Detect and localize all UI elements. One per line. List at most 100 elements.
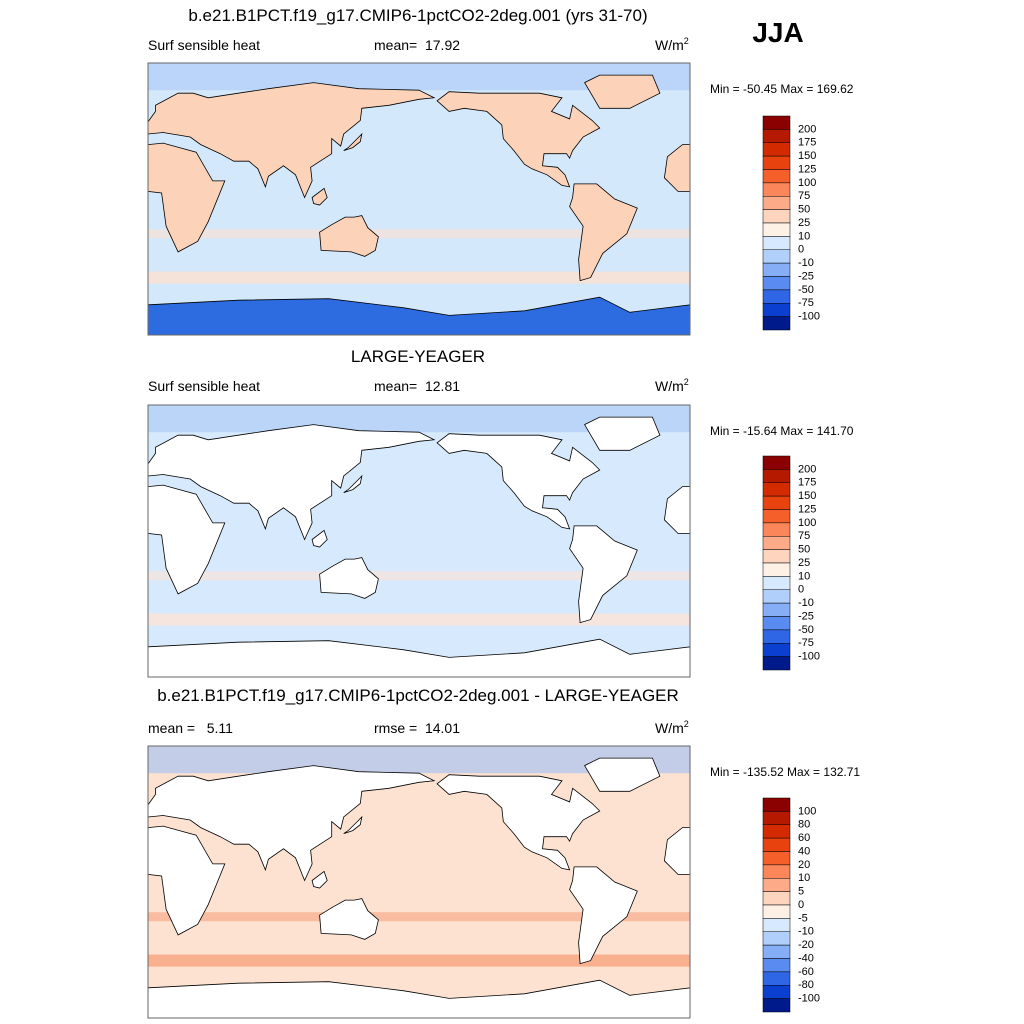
colorbar-box <box>762 851 791 866</box>
land-eurasia <box>147 765 436 882</box>
land-namerica <box>436 91 601 188</box>
colorbar-label: 75 <box>798 530 810 542</box>
colorbar-label: -25 <box>798 270 814 282</box>
colorbar-label: -75 <box>798 297 814 309</box>
land-borneo <box>311 529 328 548</box>
colorbar-label: 175 <box>798 137 816 149</box>
min-max-label: Min = -135.52 Max = 132.71 <box>710 765 860 779</box>
units-label: W/m2 <box>655 377 689 394</box>
ocean-band <box>148 571 690 581</box>
colorbar-label: -10 <box>798 597 814 609</box>
land-borneo <box>311 870 328 889</box>
ocean-band <box>148 613 690 626</box>
colorbar-label: 100 <box>798 805 816 817</box>
colorbar-label: 50 <box>798 544 810 556</box>
colorbar-label: 10 <box>798 872 810 884</box>
colorbar-box <box>762 289 791 304</box>
panel-title: LARGE-YEAGER <box>351 347 485 366</box>
colorbar-box <box>762 837 791 852</box>
colorbar-box <box>762 236 791 250</box>
colorbar-box <box>762 971 791 986</box>
colorbar-box <box>762 643 791 657</box>
colorbar-label: -80 <box>798 979 814 991</box>
colorbar-box <box>762 249 791 264</box>
ocean-band <box>148 912 690 922</box>
colorbar-box <box>762 316 791 331</box>
colorbar-label: 0 <box>798 244 804 256</box>
colorbar-box <box>762 891 791 906</box>
colorbar-box <box>762 262 791 277</box>
colorbar-box <box>762 182 791 197</box>
map-panel <box>147 62 691 336</box>
colorbar-box <box>762 944 791 959</box>
panel-title: b.e21.B1PCT.f19_g17.CMIP6-1pctCO2-2deg.0… <box>157 686 679 705</box>
map-frame <box>147 404 691 678</box>
colorbar-label: 40 <box>798 845 810 857</box>
panel-title: b.e21.B1PCT.f19_g17.CMIP6-1pctCO2-2deg.0… <box>188 6 647 25</box>
colorbar-box <box>762 811 791 825</box>
colorbar-label: 200 <box>798 463 816 475</box>
land-eurasia <box>147 424 436 541</box>
colorbar-box <box>762 878 791 892</box>
panel-left-label: mean = 5.11 <box>148 720 233 736</box>
colorbar-box <box>762 904 791 919</box>
colorbar-box <box>762 169 791 184</box>
colorbar-label: 100 <box>798 177 816 189</box>
colorbar-label: 50 <box>798 204 810 216</box>
colorbar-box <box>762 522 791 537</box>
colorbar-box <box>762 142 791 157</box>
colorbar-label: 25 <box>798 557 810 569</box>
colorbar-label: -100 <box>798 651 820 663</box>
colorbar-box <box>762 455 791 470</box>
colorbar-label: -40 <box>798 952 814 964</box>
land-australia <box>319 215 379 257</box>
colorbar-box <box>762 469 791 483</box>
colorbar-label: -100 <box>798 993 820 1005</box>
colorbar-box <box>762 222 791 237</box>
colorbar-box <box>762 155 791 170</box>
colorbar-box <box>762 495 791 510</box>
panel-center-label: rmse = 14.01 <box>374 720 460 736</box>
panel-left-label: Surf sensible heat <box>148 378 260 394</box>
land-eurasia <box>147 82 436 199</box>
colorbar-label: -5 <box>798 912 808 924</box>
colorbar-box <box>762 824 791 839</box>
colorbar-label: 75 <box>798 190 810 202</box>
colorbar-box <box>762 797 791 812</box>
units-base: W/m <box>655 720 684 736</box>
ocean-band <box>148 271 690 284</box>
colorbar-box <box>762 196 791 210</box>
map-panel <box>147 404 691 678</box>
colorbar-label: 175 <box>798 477 816 489</box>
colorbar-box <box>762 576 791 590</box>
colorbar-label: 25 <box>798 217 810 229</box>
colorbar-box <box>762 985 791 999</box>
colorbar-label: -10 <box>798 257 814 269</box>
panel-left-label: Surf sensible heat <box>148 37 260 53</box>
map-frame <box>147 62 691 336</box>
panel-center-label: mean= 17.92 <box>374 37 460 53</box>
colorbar-label: 60 <box>798 832 810 844</box>
colorbar-box <box>762 303 791 317</box>
land-namerica <box>436 433 601 530</box>
colorbar-label: -100 <box>798 311 820 323</box>
land-africa <box>147 484 226 595</box>
ocean-band <box>148 954 690 967</box>
colorbar-label: 0 <box>798 899 804 911</box>
panel-center-label: mean= 12.81 <box>374 378 460 394</box>
colorbar-label: -50 <box>798 284 814 296</box>
colorbar-label: 10 <box>798 230 810 242</box>
colorbar-box <box>762 629 791 644</box>
units-sup: 2 <box>684 36 689 46</box>
land-australia <box>319 557 379 599</box>
colorbar-label: 5 <box>798 886 804 898</box>
map-panel <box>147 745 691 1019</box>
colorbar-box <box>762 209 791 224</box>
land-greenland <box>584 74 661 109</box>
colorbar-box <box>762 656 791 671</box>
colorbar-box <box>762 589 791 604</box>
colorbar-box <box>762 864 791 879</box>
land-greenland <box>584 757 661 792</box>
colorbar-box <box>762 602 791 617</box>
